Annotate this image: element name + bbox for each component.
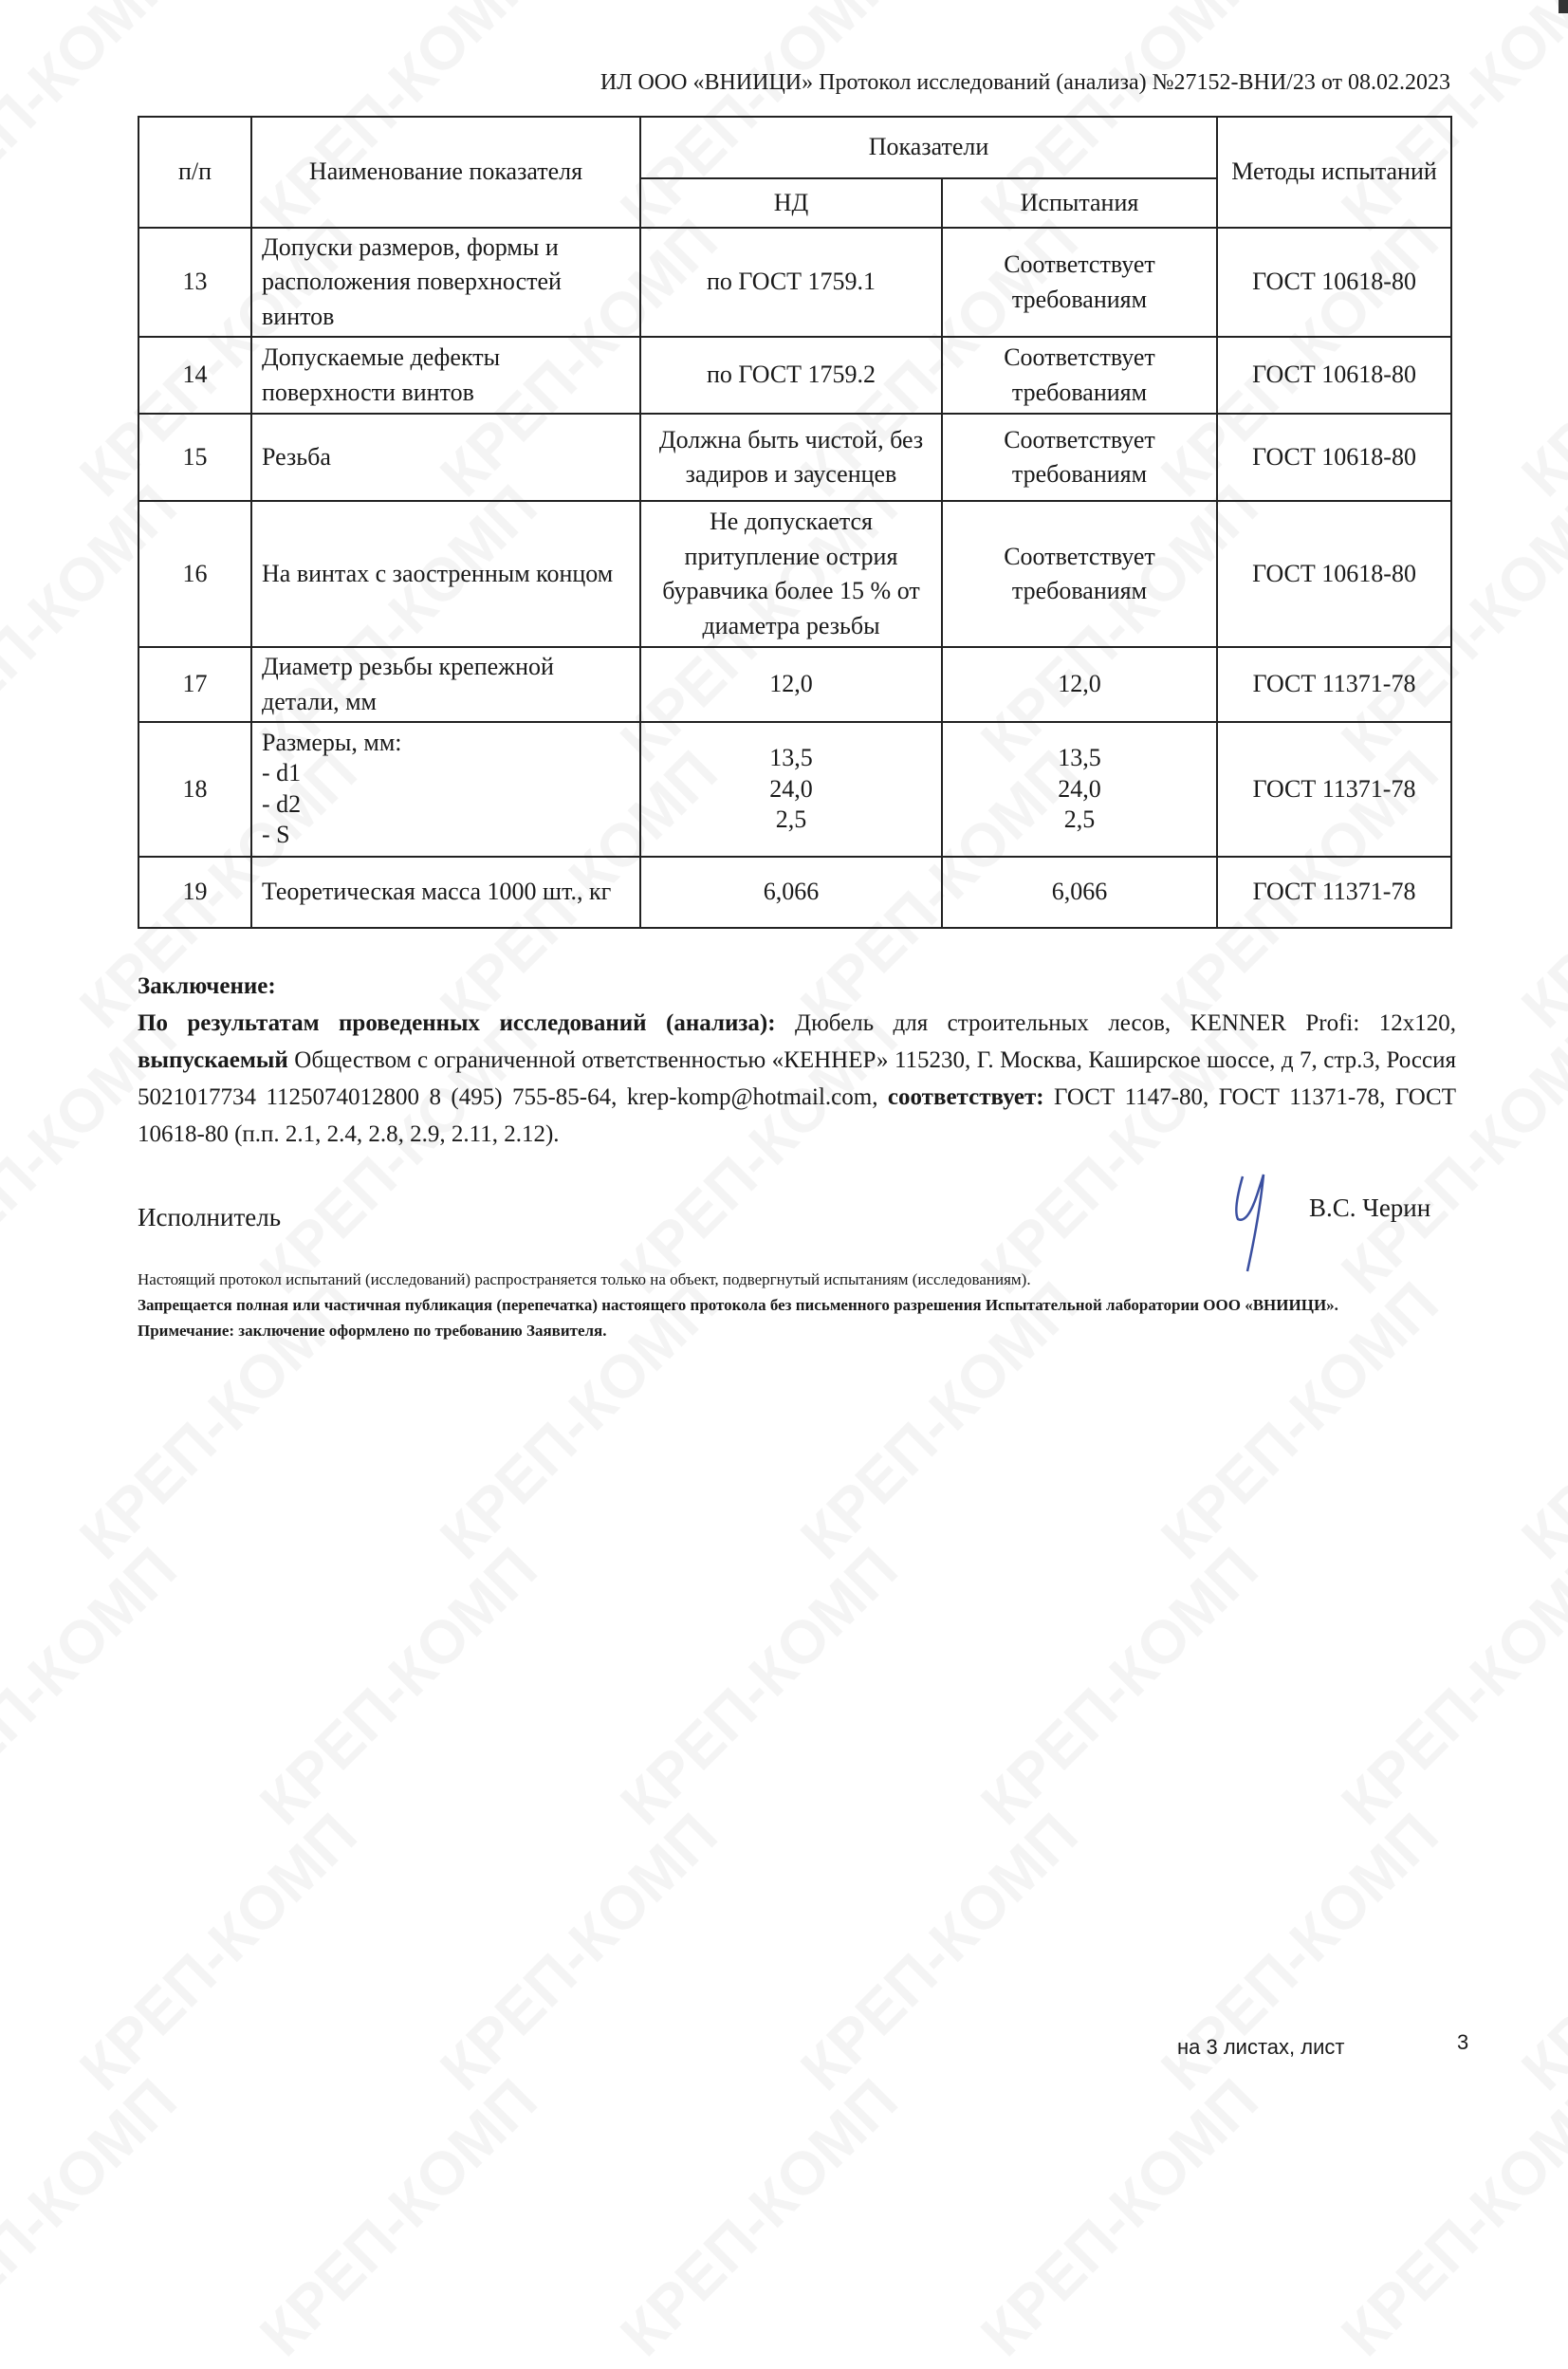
row-name: На винтах с заостренным концом [250, 500, 641, 649]
footer-sheets: на 3 листах, лист [1177, 2035, 1345, 2059]
watermark-text: КРЕП-КОМП [247, 2065, 550, 2369]
watermark-text: КРЕП-КОМП [607, 1534, 911, 1838]
row-name: Теоретическая масса 1000 шт., кг [250, 855, 641, 929]
row-test: Соответствует требованиям [940, 500, 1219, 649]
row-nd: 13,5 24,0 2,5 [639, 720, 943, 858]
row-nd: Не допускается притупление острия буравч… [639, 500, 943, 649]
row-test: Соответствует требованиям [940, 413, 1219, 503]
footer-page-number: 3 [1457, 2030, 1469, 2054]
row-nd: 6,066 [639, 855, 943, 929]
watermark-text: КРЕП-КОМП [247, 1534, 550, 1838]
test-s: 2,5 [1063, 805, 1096, 834]
row-nd: по ГОСТ 1759.1 [639, 226, 943, 339]
watermark-text: КРЕП-КОМП [427, 1800, 730, 2103]
row-test: Соответствует требованиям [940, 226, 1219, 339]
row-number: 16 [138, 500, 252, 649]
row-name: Диаметр резьбы крепежной детали, мм [250, 646, 641, 723]
watermark-text: КРЕП-КОМП [66, 1800, 370, 2103]
row-test: 13,5 24,0 2,5 [940, 720, 1219, 858]
nd-d2: 24,0 [769, 774, 813, 803]
conclusion-text-3: ГОСТ 1147-80, ГОСТ 11371-78, ГОСТ 10618-… [138, 1084, 1456, 1147]
row-number: 19 [138, 855, 252, 929]
conclusion-bold-issued: выпускаемый [138, 1047, 288, 1073]
row-method: ГОСТ 11371-78 [1216, 720, 1453, 858]
fine-print-scope: Настоящий протокол испытаний (исследован… [138, 1270, 1031, 1288]
watermark-text: КРЕП-КОМП [0, 2065, 190, 2369]
row-name: Размеры, мм: - d1 - d2 - S [250, 720, 641, 858]
watermark-text: КРЕП-КОМП [1508, 1800, 1568, 2103]
watermark-text: КРЕП-КОМП [1328, 1534, 1568, 1838]
signature-icon [1235, 1174, 1265, 1272]
col-header-nd: НД [639, 177, 943, 229]
executor-label: Исполнитель [138, 1203, 282, 1231]
results-table: п/п Наименование показателя Показатели М… [138, 116, 1453, 929]
col-header-indicators: Показатели [638, 116, 1219, 179]
row-number: 15 [138, 413, 252, 503]
nd-s: 2,5 [775, 805, 807, 834]
fine-print-note: Примечание: заключение оформлено по треб… [138, 1322, 607, 1340]
row-test: 12,0 [940, 646, 1219, 723]
row-test: 6,066 [940, 855, 1219, 929]
row-number: 18 [138, 720, 252, 858]
conclusion-text-1: Дюбель для строительных лесов, KENNER Pr… [775, 1010, 1456, 1036]
fine-print-prohibition: Запрещается полная или частичная публика… [138, 1296, 1338, 1314]
table-row: 19 Теоретическая масса 1000 шт., кг 6,06… [138, 855, 1453, 929]
scan-edge-mark [1559, 0, 1568, 13]
conclusion-lead: По результатам проведенных исследований … [138, 1010, 776, 1036]
watermark-text: КРЕП-КОМП [0, 1534, 190, 1838]
table-row: 18 Размеры, мм: - d1 - d2 - S 13,5 24,0 … [138, 720, 1453, 858]
table-row: 16 На винтах с заостренным концом Не доп… [138, 500, 1453, 649]
row-nd: 12,0 [639, 646, 943, 723]
row-method: ГОСТ 10618-80 [1216, 226, 1453, 339]
conclusion-title: Заключение: [138, 973, 276, 999]
col-header-methods: Методы испытаний [1216, 116, 1453, 229]
conclusion-section: Заключение: По результатам проведенных и… [138, 968, 1456, 1153]
conclusion-bold-complies: соответствует: [887, 1084, 1044, 1110]
row-sub-d2: - d2 [262, 789, 302, 818]
conclusion-body: По результатам проведенных исследований … [138, 1005, 1456, 1153]
row-name: Допуски размеров, формы и расположения п… [250, 226, 641, 339]
watermark-text: КРЕП-КОМП [1508, 1268, 1568, 1572]
row-method: ГОСТ 10618-80 [1216, 336, 1453, 416]
row-method: ГОСТ 10618-80 [1216, 413, 1453, 503]
row-number: 14 [138, 336, 252, 416]
table-row: 14 Допускаемые дефекты поверхности винто… [138, 336, 1453, 416]
row-number: 17 [138, 646, 252, 723]
row-sub-d1: - d1 [262, 759, 302, 787]
row-method: ГОСТ 10618-80 [1216, 500, 1453, 649]
row-nd: Должна быть чистой, без задиров и заусен… [639, 413, 943, 503]
row-name-label: Размеры, мм: [262, 728, 402, 756]
table-row: 15 Резьба Должна быть чистой, без задиро… [138, 413, 1453, 503]
executor-name: В.С. Черин [1309, 1194, 1431, 1222]
watermark-text: КРЕП-КОМП [607, 2065, 911, 2369]
table-row: 13 Допуски размеров, формы и расположени… [138, 226, 1453, 339]
table-row: 17 Диаметр резьбы крепежной детали, мм 1… [138, 646, 1453, 723]
conclusion-text-2: Обществом с ограниченной ответственность… [138, 1047, 1456, 1110]
watermark-text: КРЕП-КОМП [1328, 2065, 1568, 2369]
watermark-text: КРЕП-КОМП [968, 1534, 1271, 1838]
watermark-text: КРЕП-КОМП [787, 1800, 1091, 2103]
row-method: ГОСТ 11371-78 [1216, 855, 1453, 929]
fine-print: Настоящий протокол испытаний (исследован… [138, 1267, 1409, 1343]
row-name: Резьба [250, 413, 641, 503]
col-header-number: п/п [138, 116, 252, 229]
watermark-text: КРЕП-КОМП [1508, 737, 1568, 1041]
test-d1: 13,5 [1058, 744, 1101, 772]
watermark-text: КРЕП-КОМП [968, 2065, 1271, 2369]
document-header: ИЛ ООО «ВНИИЦИ» Протокол исследований (а… [600, 70, 1450, 95]
nd-d1: 13,5 [769, 744, 813, 772]
row-number: 13 [138, 226, 252, 339]
watermark-text: КРЕП-КОМП [1508, 206, 1568, 509]
row-name: Допускаемые дефекты поверхности винтов [250, 336, 641, 416]
test-d2: 24,0 [1058, 774, 1101, 803]
col-header-name: Наименование показателя [250, 116, 641, 229]
row-nd: по ГОСТ 1759.2 [639, 336, 943, 416]
row-test: Соответствует требованиям [940, 336, 1219, 416]
row-sub-s: - S [262, 821, 290, 849]
row-method: ГОСТ 11371-78 [1216, 646, 1453, 723]
col-header-test: Испытания [940, 177, 1219, 229]
